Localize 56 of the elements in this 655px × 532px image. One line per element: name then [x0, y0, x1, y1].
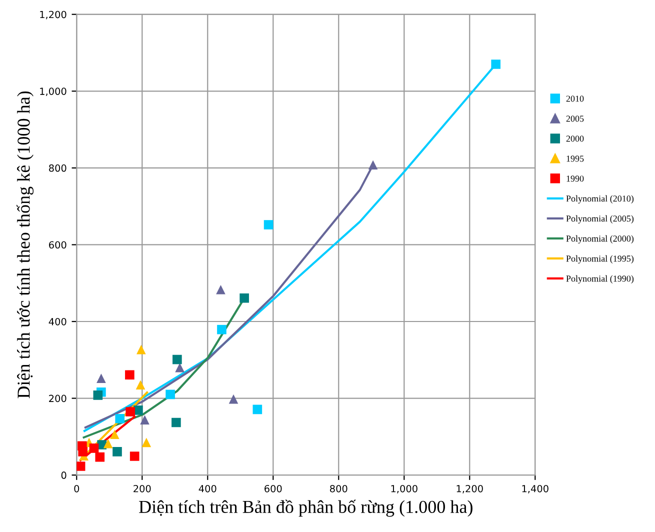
- y-tick-label: 200: [49, 394, 66, 402]
- y-tick-label: 0: [61, 472, 66, 479]
- x-tick-label: 1,000: [391, 484, 418, 494]
- legend-label: Polynomial (1990): [566, 275, 634, 284]
- point: [95, 452, 105, 462]
- point: [78, 447, 88, 456]
- x-tick-label: 400: [198, 484, 216, 492]
- x-tick-label: 600: [264, 484, 282, 492]
- x-axis-title: Diện tích trên Bản đồ phân bố rừng (1.000 ha): [139, 500, 472, 517]
- legend-label: Polynomial (2005): [566, 215, 634, 224]
- point: [175, 362, 184, 372]
- y-tick-label: 1,200: [40, 10, 66, 20]
- point: [130, 452, 140, 461]
- point: [110, 430, 120, 440]
- point: [264, 220, 274, 230]
- point: [76, 462, 86, 471]
- y-tick-label: 800: [49, 164, 66, 172]
- legend-label: 1995: [566, 156, 584, 162]
- point: [140, 415, 150, 424]
- x-tick-label: 800: [330, 484, 348, 492]
- y-axis-title: Diện tích ước tính theo thống kê (1000 ha): [16, 91, 34, 398]
- x-tick-label: 1,200: [456, 484, 483, 494]
- point: [136, 344, 146, 354]
- y-tick-label: 600: [49, 241, 66, 249]
- point: [228, 394, 238, 404]
- point: [172, 354, 182, 364]
- legend-label: 1990: [566, 176, 584, 182]
- point: [89, 444, 99, 453]
- legend-label: Polynomial (2010): [566, 195, 634, 204]
- point: [126, 407, 136, 416]
- legend-label: Polynomial (2000): [566, 235, 634, 244]
- point: [216, 284, 226, 294]
- y-tick-label: 400: [48, 318, 66, 326]
- point: [125, 370, 134, 380]
- x-tick-label: 1,400: [522, 484, 548, 494]
- point: [172, 418, 181, 428]
- point: [93, 390, 103, 400]
- legend-label: 2005: [566, 116, 584, 122]
- point: [166, 390, 175, 400]
- point: [217, 324, 226, 334]
- legend-label: 2010: [566, 96, 584, 102]
- point: [96, 374, 106, 383]
- point: [136, 380, 146, 390]
- point: [240, 293, 249, 303]
- point: [103, 438, 113, 448]
- y-tick-label: 1,000: [40, 88, 66, 96]
- point: [491, 60, 500, 69]
- x-tick-label: 200: [134, 484, 151, 492]
- x-tick-label: 0: [74, 484, 80, 492]
- legend-label: 2000: [566, 136, 584, 142]
- point: [112, 447, 122, 456]
- point: [115, 414, 125, 424]
- point: [252, 404, 262, 414]
- point: [142, 438, 152, 448]
- point: [368, 160, 378, 170]
- legend-label: Polynomial (1995): [566, 255, 634, 264]
